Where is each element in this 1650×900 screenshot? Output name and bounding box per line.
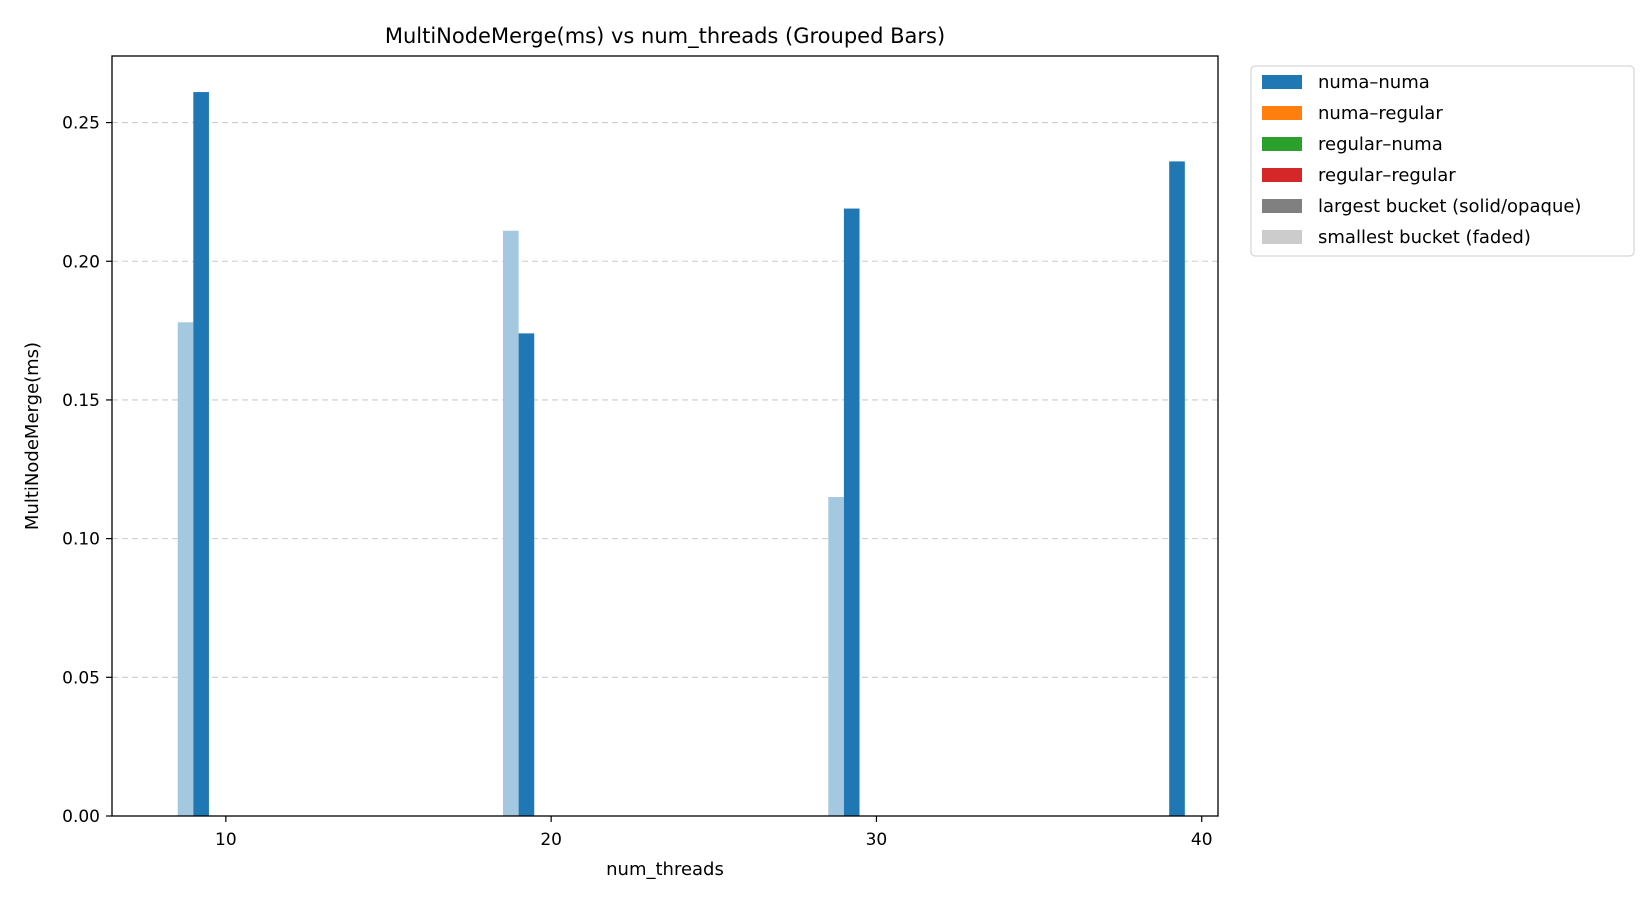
legend-label: regular–numa xyxy=(1318,134,1443,155)
legend-swatch xyxy=(1262,106,1302,120)
legend-swatch xyxy=(1262,168,1302,182)
bar-largest xyxy=(1169,161,1185,816)
y-tick-label: 0.25 xyxy=(62,114,100,134)
x-tick-label: 20 xyxy=(540,830,562,850)
grid-lines xyxy=(112,122,1218,678)
x-tick-label: 10 xyxy=(215,830,237,850)
bar-largest xyxy=(518,333,535,816)
y-tick-label: 0.00 xyxy=(62,807,100,827)
x-tick-label: 30 xyxy=(866,830,888,850)
y-tick-label: 0.15 xyxy=(62,391,100,411)
chart-title: MultiNodeMerge(ms) vs num_threads (Group… xyxy=(385,24,945,49)
y-tick-label: 0.10 xyxy=(62,530,100,550)
y-axis-ticks: 0.00 0.05 0.10 0.15 0.20 0.25 xyxy=(62,114,112,827)
legend-label: largest bucket (solid/opaque) xyxy=(1318,196,1581,217)
x-axis-ticks: 10 20 30 40 xyxy=(215,816,1213,850)
legend-label: smallest bucket (faded) xyxy=(1318,227,1531,248)
legend-swatch xyxy=(1262,137,1302,151)
y-tick-label: 0.20 xyxy=(62,252,100,272)
bar-smallest xyxy=(828,497,844,816)
legend-swatch xyxy=(1262,75,1302,89)
x-axis-label: num_threads xyxy=(606,859,724,880)
legend: numa–numa numa–regular regular–numa regular… xyxy=(1250,65,1635,257)
legend-swatch xyxy=(1262,230,1302,244)
legend-frame xyxy=(1250,65,1635,257)
bar-largest xyxy=(843,208,860,816)
legend-label: numa–numa xyxy=(1318,72,1430,93)
bar-smallest xyxy=(503,230,519,817)
y-axis-label: MultiNodeMerge(ms) xyxy=(22,342,43,530)
bar-largest xyxy=(193,92,209,816)
legend-swatch xyxy=(1262,199,1302,213)
legend-label: numa–regular xyxy=(1318,103,1443,124)
legend-label: regular–regular xyxy=(1318,165,1456,186)
y-tick-label: 0.05 xyxy=(62,668,100,688)
x-tick-label: 40 xyxy=(1191,830,1213,850)
plot-frame xyxy=(111,55,1219,817)
bar-smallest xyxy=(177,322,194,816)
bars xyxy=(177,92,1185,817)
